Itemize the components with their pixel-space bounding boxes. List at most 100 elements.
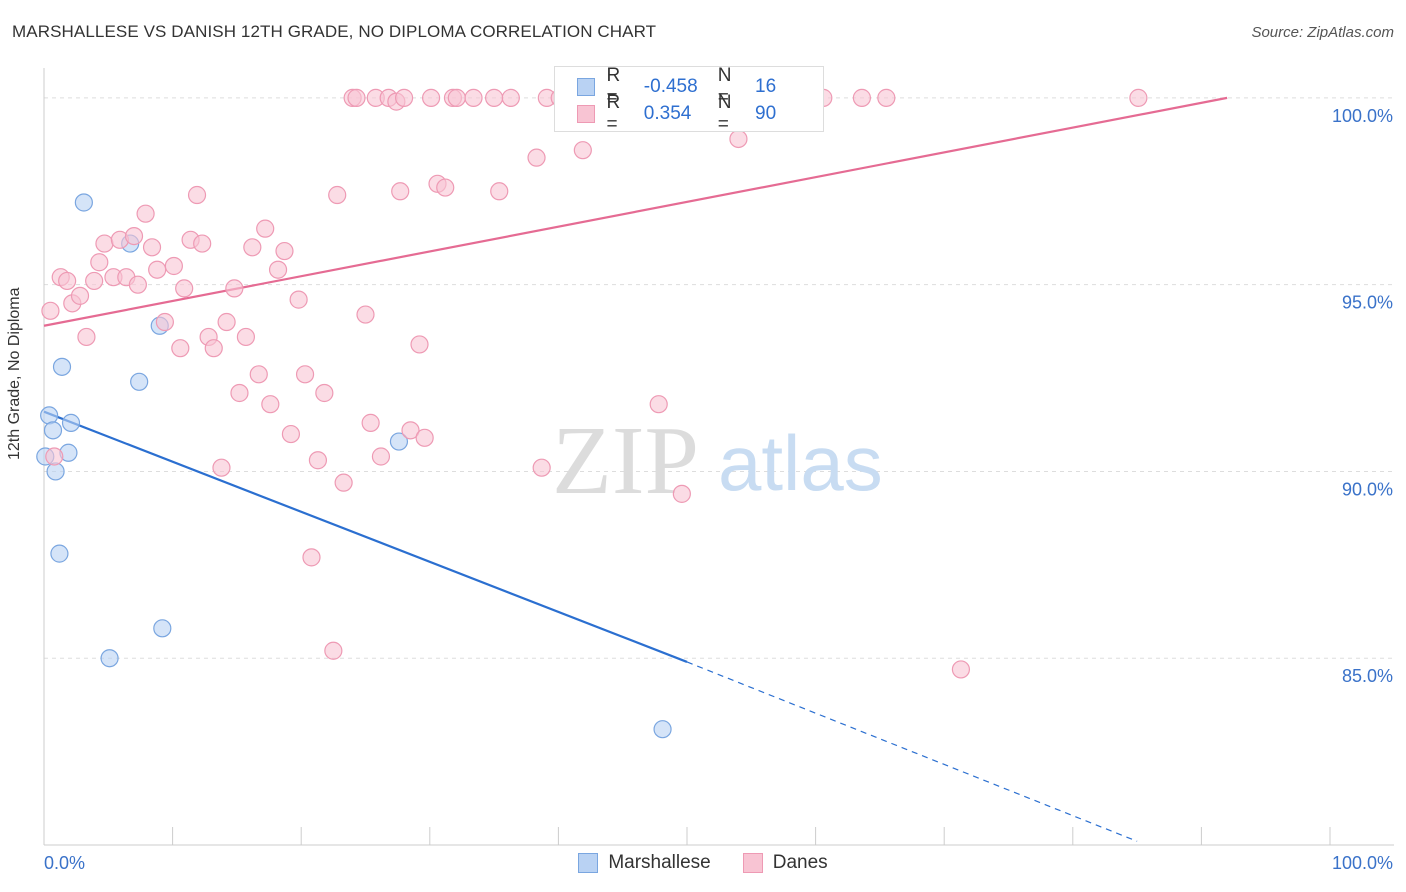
r-value: 0.354 [643,103,692,124]
danes-point [464,88,483,107]
danes-point [371,447,391,466]
danes-point [90,253,109,272]
danes-point [77,327,96,347]
danes-point [187,185,207,205]
danes-point [324,641,343,660]
watermark-atlas: atlas [718,419,883,507]
danes-point [193,234,212,253]
marshallese-point [52,357,72,376]
danes-point [315,383,334,403]
y-tick-label: 85.0% [1342,666,1393,686]
danes-point [672,484,691,503]
marshallese-point [153,619,172,638]
danes-point [124,227,144,246]
danes-point [217,312,236,332]
series-legend: Marshallese Danes [0,852,1406,874]
danes-point [401,421,420,440]
marshallese-point [74,193,93,212]
marshallese-point [61,413,81,432]
danes-point [356,305,375,324]
marshallese-trend-extension [686,661,1138,842]
y-axis-label: 12th Grade, No Diploma [6,287,23,460]
danes-point [142,238,162,257]
danes-point [391,182,410,201]
danes-point [415,428,434,447]
marshallese-point [100,649,119,668]
danes-point [85,271,104,291]
danes-point [236,327,256,347]
danes-point [410,335,429,354]
danes-point [527,148,546,167]
y-tick-label: 95.0% [1342,293,1393,313]
danes-point [573,141,592,160]
danes-point [155,312,174,332]
danes-point [281,424,301,444]
blue-swatch-icon [578,853,599,873]
r-value: -0.458 [643,76,698,97]
danes-point [347,88,366,107]
danes-point [212,458,231,477]
danes-point [485,88,504,107]
blue-swatch-icon [577,78,595,96]
legend-item-marshallese[interactable]: Marshallese [578,852,711,874]
x-tick-label: 100.0% [1332,853,1393,873]
danes-point [275,241,294,261]
danes-point [295,365,315,384]
danes-point [394,88,414,107]
danes-point [95,234,114,253]
y-tick-label: 90.0% [1342,479,1393,499]
danes-point [1129,88,1148,107]
danes-point [225,279,244,298]
marshallese-trend-line [43,410,688,663]
danes-point [302,548,321,567]
marshallese-point [130,372,149,391]
danes-point [421,88,441,107]
danes-point [58,271,77,291]
legend-item-danes[interactable]: Danes [742,852,828,874]
legend-row-danes: R = 0.354 N = 90 [577,92,823,135]
danes-point [204,339,223,358]
r-label: R = [606,92,621,135]
marshallese-point [43,421,63,440]
danes-point [877,88,896,107]
danes-point [45,447,64,466]
pink-swatch-icon [742,853,763,873]
danes-point [41,301,60,320]
danes-point [501,88,520,107]
danes-point [164,256,183,276]
danes-point [136,204,155,223]
danes-point [951,660,971,679]
watermark: ZIP atlas [552,407,883,515]
danes-point [230,383,249,403]
danes-point [436,178,455,197]
marshallese-point [50,544,69,563]
tick-labels: 85.0% 90.0% 95.0% 100.0% 0.0% 100.0% [44,106,1393,873]
pink-swatch-icon [577,105,595,123]
n-value: 16 [755,76,777,97]
marshallese-point [389,432,409,451]
legend-label: Marshallese [608,852,711,873]
danes-point [256,219,275,238]
n-label: N = [717,65,732,108]
marshallese-point [653,720,672,739]
danes-point [249,365,268,384]
n-label: N = [717,92,732,135]
danes-point [148,260,167,279]
y-tick-label: 100.0% [1332,106,1393,126]
legend-row-marshallese: R = -0.458 N = 16 [577,65,823,108]
marshallese-point [40,406,59,425]
n-value: 90 [755,103,777,124]
danes-point [289,290,308,309]
danes-point [852,88,871,107]
danes-point [328,185,347,205]
danes-point [268,260,288,279]
x-tick-label: 0.0% [44,853,85,873]
danes-point [532,458,551,477]
danes-point [261,395,280,414]
source-label: Source: ZipAtlas.com [1251,24,1394,41]
danes-point [70,286,90,305]
danes-point [334,473,353,492]
stats-legend: R = -0.458 N = 16 R = 0.354 N = 90 [554,65,824,135]
danes-point [649,395,668,414]
